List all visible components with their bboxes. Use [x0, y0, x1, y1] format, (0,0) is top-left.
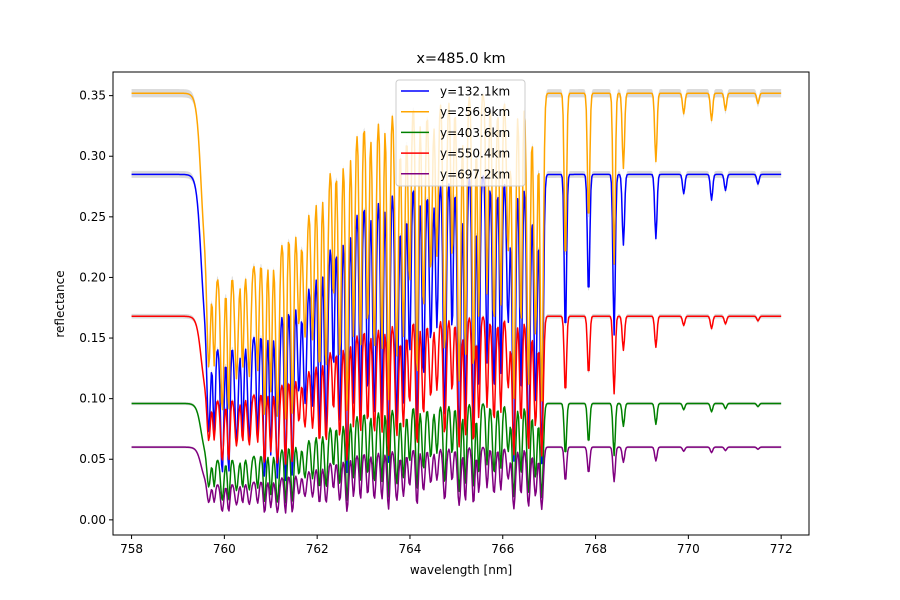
series-y=403.6km — [131, 401, 782, 505]
y-axis-label: reflectance — [53, 270, 67, 337]
x-tick-label: 770 — [677, 542, 700, 556]
x-tick-label: 758 — [120, 542, 143, 556]
x-tick-label: 764 — [399, 542, 422, 556]
y-axis: 0.00 0.05 0.10 0.15 0.20 0.25 0.30 0.35 — [79, 89, 113, 527]
x-axis-label: wavelength [nm] — [410, 563, 512, 577]
y-tick-label: 0.00 — [79, 513, 106, 527]
x-tick-label: 762 — [306, 542, 329, 556]
series-y=550.4km — [131, 313, 782, 467]
series-y=132.1km — [131, 170, 782, 484]
y-tick-label: 0.20 — [79, 270, 106, 284]
chart-title: x=485.0 km — [416, 51, 505, 67]
y-tick-label: 0.10 — [79, 392, 106, 406]
series-line-y=403.6km — [131, 402, 782, 504]
plot-area-frame — [112, 71, 810, 536]
x-tick-label: 768 — [584, 542, 607, 556]
x-tick-label: 760 — [213, 542, 236, 556]
legend-label: y=256.9km — [440, 105, 510, 119]
y-tick-label: 0.35 — [79, 89, 106, 103]
x-tick-label: 772 — [770, 542, 793, 556]
series-y=697.2km — [131, 445, 782, 515]
y-tick-label: 0.25 — [79, 210, 106, 224]
x-axis: 758 760 762 764 766 768 770 772 — [120, 535, 793, 556]
x-tick-label: 766 — [491, 542, 514, 556]
y-tick-label: 0.05 — [79, 452, 106, 466]
legend: y=132.1km y=256.9km y=403.6km y=550.4km y=69… — [395, 79, 526, 187]
y-tick-label: 0.30 — [79, 149, 106, 163]
legend-label: y=550.4km — [440, 147, 510, 161]
y-tick-label: 0.15 — [79, 331, 106, 345]
legend-frame — [395, 79, 526, 187]
series-line-y=132.1km — [131, 173, 782, 482]
legend-label: y=403.6km — [440, 126, 510, 140]
series-line-y=550.4km — [131, 315, 782, 465]
legend-label: y=132.1km — [440, 85, 510, 99]
legend-label: y=697.2km — [440, 167, 510, 181]
series-line-y=697.2km — [131, 446, 782, 514]
